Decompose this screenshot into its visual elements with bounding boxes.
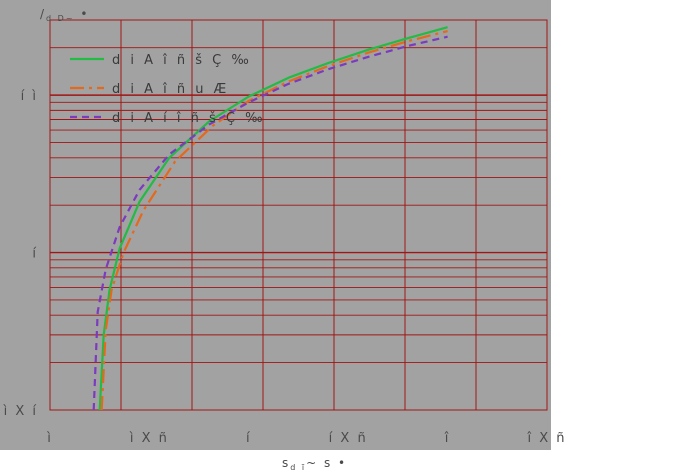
legend: d i A î ñ š Ç ‰ d i A î ñ u Æ d i A í î ñ … [70,53,266,126]
x-tick-label: î [444,431,451,446]
x-tick-label: í [246,431,252,446]
tick-labels: ì X í í í ì ì ì X ñ í í X ñ î î X ñ [3,89,566,446]
series-layer [92,26,448,411]
x-tick-label: î X ñ [526,431,566,446]
y-axis-label: /d D~ • [40,7,89,23]
x-tick-label: ì [46,431,53,446]
series-line-1 [98,26,448,411]
series-line-2 [100,30,448,411]
x-tick-label: ì X ñ [129,431,169,446]
grid [50,20,547,410]
legend-label-3: d i A í î ñ š Ç ‰ [112,111,266,126]
x-axis-label: sd ĩ~ s • [282,456,347,472]
y-tick-label: í ì [21,89,38,104]
x-tick-label: í X ñ [329,431,368,446]
y-tick-label: ì X í [3,404,38,419]
legend-label-1: d i A î ñ š Ç ‰ [112,53,252,68]
legend-label-2: d i A î ñ u Æ [112,82,229,97]
series-line-3 [92,35,448,411]
y-tick-label: í [32,247,38,262]
